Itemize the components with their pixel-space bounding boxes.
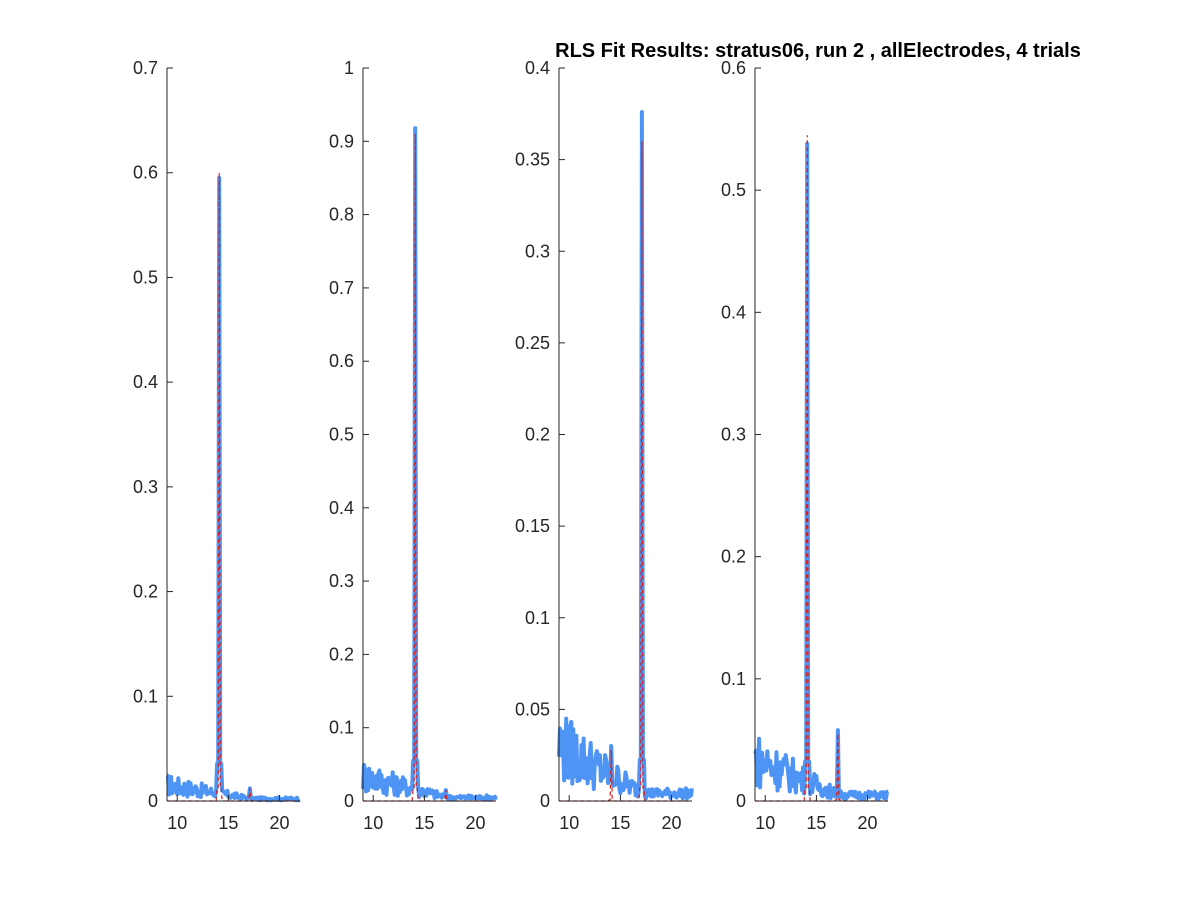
y-tick-label: 0	[344, 791, 354, 811]
x-tick-label: 20	[858, 813, 878, 833]
axes-panel-4: 0 0.1 0.2 0.3 0.4 0.5 0.6 10 15 20	[721, 58, 889, 833]
x-tick-label: 15	[218, 813, 238, 833]
y-tick-label: 0.6	[721, 58, 746, 78]
x-tick-label: 10	[559, 813, 579, 833]
x-tick-label: 20	[662, 813, 682, 833]
measured-series-line	[361, 126, 498, 802]
x-tick-label: 15	[414, 813, 434, 833]
y-tick-label: 0.3	[525, 241, 550, 261]
y-tick-label: 0	[736, 791, 746, 811]
y-tick-label: 0.5	[329, 425, 354, 445]
y-tick-label: 0.2	[133, 582, 158, 602]
y-tick-label: 0.6	[133, 163, 158, 183]
y-tick-label: 1	[344, 58, 354, 78]
y-tick-label: 0	[540, 791, 550, 811]
y-tick-label: 0.6	[329, 351, 354, 371]
y-tick-label: 0.9	[329, 131, 354, 151]
x-tick-label: 15	[806, 813, 826, 833]
y-tick-label: 0	[148, 791, 158, 811]
x-tick-label: 10	[755, 813, 775, 833]
measured-series-line	[166, 176, 301, 803]
y-tick-label: 0.2	[525, 425, 550, 445]
x-tick-label: 10	[167, 813, 187, 833]
y-tick-label: 0.8	[329, 205, 354, 225]
y-tick-label: 0.4	[329, 498, 354, 518]
y-tick-label: 0.25	[515, 333, 550, 353]
y-tick-label: 0.4	[525, 58, 550, 78]
x-tick-label: 20	[270, 813, 290, 833]
axes-panel-1: 0 0.1 0.2 0.3 0.4 0.5 0.6 0.7 10 15 20	[133, 58, 301, 833]
y-tick-label: 0.1	[721, 669, 746, 689]
y-tick-label: 0.1	[133, 686, 158, 706]
measured-series-line	[557, 110, 694, 801]
x-tick-label: 20	[466, 813, 486, 833]
y-tick-label: 0.7	[329, 278, 354, 298]
y-tick-label: 0.3	[329, 571, 354, 591]
axes-layer: 00.10.20.30.40.50.60.710 15 2000.10.20.30.…	[133, 58, 889, 833]
y-tick-label: 0.4	[721, 302, 746, 322]
x-tick-label: 15	[610, 813, 630, 833]
x-tick-label: 10	[363, 813, 383, 833]
y-tick-label: 0.3	[721, 425, 746, 445]
y-tick-label: 0.35	[515, 150, 550, 170]
axes-panel-3: 0 0.05 0.1 0.15 0.2 0.25 0.3 0.35 0.4 10 15 20	[515, 58, 694, 833]
axes-panel-2: 0 0.1 0.2 0.3 0.4 0.5 0.6 0.7 0.8 0.9 1 10 15 20	[329, 58, 498, 833]
y-tick-label: 0.7	[133, 58, 158, 78]
y-tick-label: 0.4	[133, 372, 158, 392]
measured-series-line	[753, 141, 889, 802]
y-tick-label: 0.1	[525, 608, 550, 628]
y-tick-label: 0.2	[721, 547, 746, 567]
y-tick-label: 0.3	[133, 477, 158, 497]
y-tick-label: 0.5	[721, 180, 746, 200]
figure-title: RLS Fit Results: stratus06, run 2 , allE…	[555, 40, 1081, 62]
y-tick-label: 0.05	[515, 699, 550, 719]
y-tick-label: 0.2	[329, 644, 354, 664]
y-tick-label: 0.1	[329, 718, 354, 738]
y-tick-label: 0.15	[515, 516, 550, 536]
y-tick-label: 0.5	[133, 267, 158, 287]
